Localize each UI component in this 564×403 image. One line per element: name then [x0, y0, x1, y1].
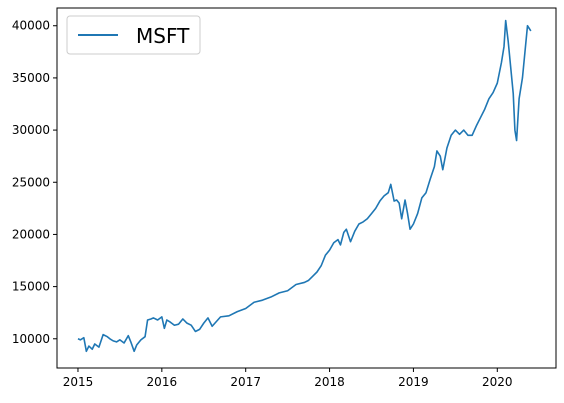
y-axis: 10000 15000 20000 25000 30000 35000 40000 — [12, 19, 57, 346]
y-tick-label: 15000 — [12, 280, 50, 294]
legend-label-msft: MSFT — [136, 24, 190, 48]
series-layer — [77, 19, 532, 353]
x-tick-label: 2017 — [230, 375, 261, 389]
x-tick-label: 2019 — [398, 375, 429, 389]
x-axis: 2015 2016 2017 2018 2019 2020 — [63, 368, 513, 389]
y-tick-label: 35000 — [12, 71, 50, 85]
x-tick-label: 2018 — [314, 375, 345, 389]
y-tick-label: 30000 — [12, 123, 50, 137]
x-tick-label: 2015 — [63, 375, 94, 389]
series-line-msft — [77, 19, 532, 353]
legend: MSFT — [66, 15, 201, 55]
plot-area — [57, 8, 556, 368]
legend-box — [66, 15, 201, 55]
x-tick-label: 2020 — [482, 375, 513, 389]
plot-frame — [56, 7, 557, 369]
x-tick-label: 2016 — [147, 375, 178, 389]
y-tick-label: 10000 — [12, 332, 50, 346]
y-tick-label: 20000 — [12, 227, 50, 241]
y-tick-label: 40000 — [12, 19, 50, 33]
y-tick-label: 25000 — [12, 175, 50, 189]
